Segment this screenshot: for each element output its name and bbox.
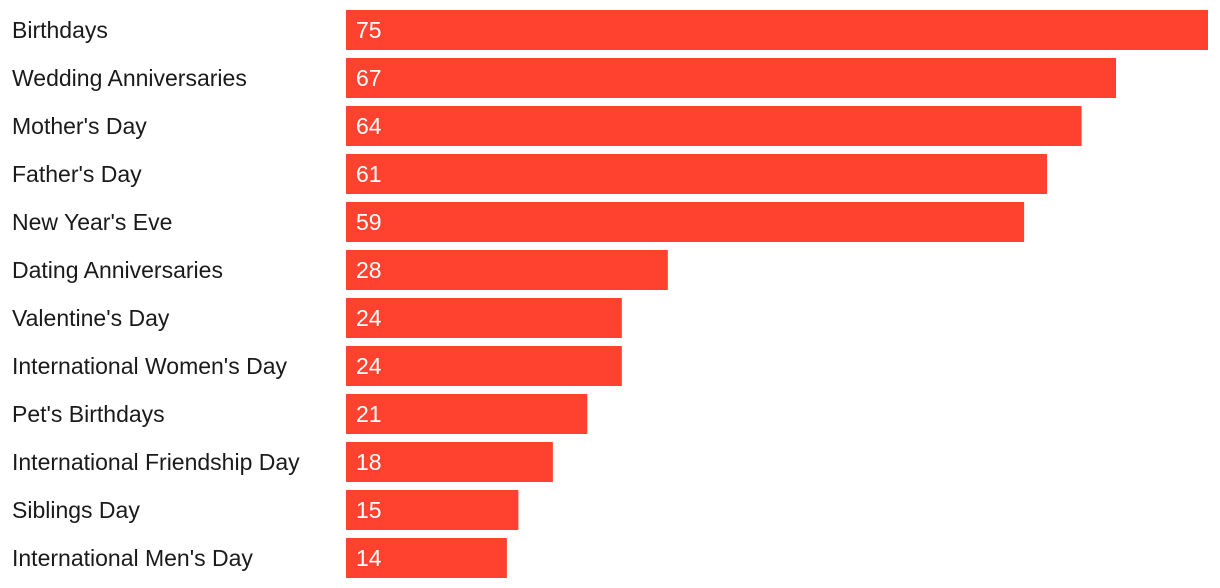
bar-row: International Women's Day 24 <box>12 346 622 386</box>
bar <box>346 58 1117 98</box>
category-label: Dating Anniversaries <box>12 257 223 283</box>
value-label: 14 <box>356 545 382 571</box>
bar-row: Dating Anniversaries 28 <box>12 250 668 290</box>
bar <box>346 106 1082 146</box>
bar-row: Birthdays 75 <box>12 10 1208 50</box>
value-label: 21 <box>356 401 382 427</box>
bar <box>346 202 1025 242</box>
bar-row: Mother's Day 64 <box>12 106 1082 146</box>
bar-row: Pet's Birthdays 21 <box>12 394 588 434</box>
value-label: 28 <box>356 257 382 283</box>
bar <box>346 250 668 290</box>
category-label: International Friendship Day <box>12 449 300 475</box>
value-label: 67 <box>356 65 382 91</box>
value-label: 75 <box>356 17 382 43</box>
bar <box>346 154 1048 194</box>
bar-row: New Year's Eve 59 <box>12 202 1025 242</box>
category-label: Pet's Birthdays <box>12 401 165 427</box>
category-label: Birthdays <box>12 17 108 43</box>
value-label: 64 <box>356 113 382 139</box>
value-label: 59 <box>356 209 382 235</box>
bar <box>346 394 588 434</box>
bar-row: International Men's Day 14 <box>12 538 507 578</box>
bar-row: Valentine's Day 24 <box>12 298 622 338</box>
bar <box>346 10 1208 50</box>
bar-row: Father's Day 61 <box>12 154 1048 194</box>
value-label: 18 <box>356 449 382 475</box>
bar-row: Wedding Anniversaries 67 <box>12 58 1117 98</box>
bar <box>346 538 507 578</box>
category-label: Father's Day <box>12 161 142 187</box>
bar <box>346 442 553 482</box>
bar <box>346 346 622 386</box>
category-label: Siblings Day <box>12 497 140 523</box>
category-label: Wedding Anniversaries <box>12 65 247 91</box>
value-label: 61 <box>356 161 382 187</box>
bar-row: International Friendship Day 18 <box>12 442 553 482</box>
bar-row: Siblings Day 15 <box>12 490 519 530</box>
category-label: Valentine's Day <box>12 305 170 331</box>
value-label: 15 <box>356 497 382 523</box>
category-label: International Women's Day <box>12 353 287 379</box>
category-label: New Year's Eve <box>12 209 172 235</box>
bar <box>346 298 622 338</box>
value-label: 24 <box>356 353 382 379</box>
value-label: 24 <box>356 305 382 331</box>
category-label: Mother's Day <box>12 113 147 139</box>
bar <box>346 490 519 530</box>
category-label: International Men's Day <box>12 545 253 571</box>
